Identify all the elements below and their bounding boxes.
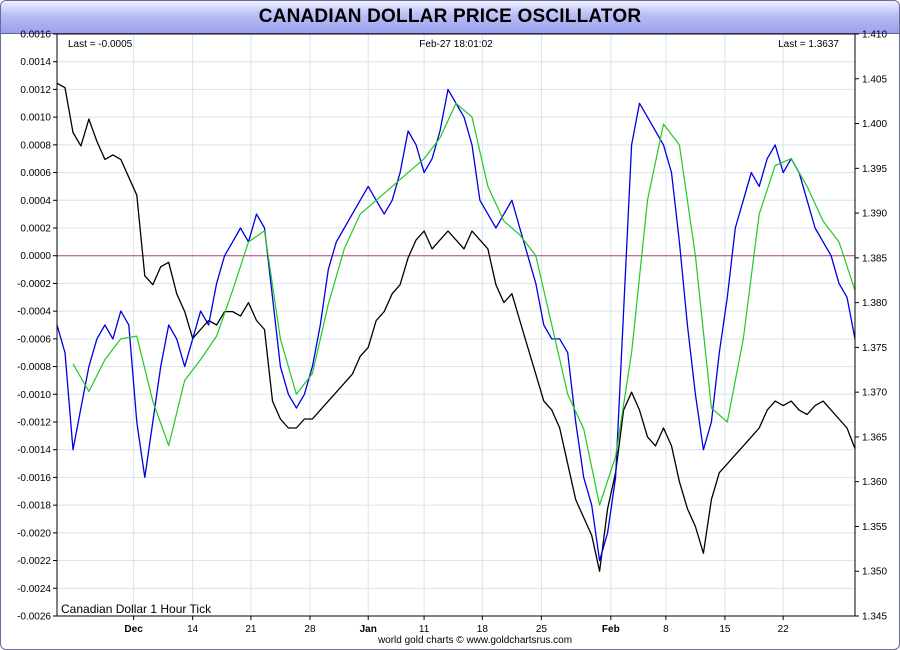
x-tick-label: 11	[419, 624, 430, 635]
right-tick-label: 1.345	[862, 612, 887, 623]
x-tick-label: 25	[536, 624, 548, 635]
right-tick-label: 1.380	[862, 298, 887, 309]
left-tick-label: 0.0016	[20, 30, 51, 41]
left-tick-label: 0.0010	[20, 113, 51, 124]
x-tick-label: 14	[187, 624, 199, 635]
right-axis: 1.410 1.405 1.400 1.395 1.390 1.385 1.380 1.375…	[855, 30, 887, 623]
right-tick-label: 1.385	[862, 253, 887, 264]
left-tick-label: -0.0020	[17, 528, 51, 539]
right-tick-label: 1.360	[862, 477, 887, 488]
right-tick-label: 1.355	[862, 522, 887, 533]
series-line-signal	[72, 102, 856, 506]
left-tick-label: -0.0006	[17, 334, 51, 345]
watermark-label: Canadian Dollar 1 Hour Tick	[61, 602, 212, 616]
x-tick-label: 15	[719, 624, 731, 635]
series-line-canadian-dollar	[56, 82, 856, 572]
x-tick-label: 28	[304, 624, 316, 635]
right-tick-label: 1.405	[862, 74, 887, 85]
chart-title: CANADIAN DOLLAR PRICE OSCILLATOR	[258, 6, 642, 27]
left-axis: 0.0016 0.0014 0.0012 0.0010 0.0008 0.0006 0.00…	[17, 30, 57, 623]
title-bar: CANADIAN DOLLAR PRICE OSCILLATOR	[1, 1, 899, 34]
x-tick-label: Dec	[124, 624, 143, 635]
right-tick-label: 1.350	[862, 567, 887, 578]
left-tick-label: 0.0004	[20, 196, 51, 207]
left-tick-label: 0.0008	[20, 140, 51, 151]
left-tick-label: 0.0000	[20, 251, 51, 262]
grid-layer	[57, 33, 855, 617]
series-layer	[56, 82, 856, 572]
left-tick-label: 0.0006	[20, 168, 51, 179]
x-tick-label: 8	[663, 624, 669, 635]
right-tick-label: 1.370	[862, 388, 887, 399]
timestamp-label: Feb-27 18:01:02	[419, 39, 493, 50]
left-tick-label: -0.0002	[17, 279, 51, 290]
left-tick-label: -0.0016	[17, 473, 51, 484]
series-line-oscillator	[56, 88, 856, 562]
x-tick-label: Feb	[602, 624, 620, 635]
left-tick-label: 0.0012	[20, 85, 51, 96]
last-right-label: Last = 1.3637	[778, 39, 839, 50]
plot-border	[56, 33, 856, 617]
left-tick-label: -0.0024	[17, 584, 51, 595]
x-tick-label: Jan	[360, 624, 377, 635]
right-tick-label: 1.395	[862, 164, 887, 175]
left-tick-label: -0.0014	[17, 445, 51, 456]
x-tick-label: 18	[477, 624, 489, 635]
left-tick-label: -0.0022	[17, 556, 51, 567]
right-tick-label: 1.375	[862, 343, 887, 354]
left-tick-label: -0.0008	[17, 362, 51, 373]
last-left-label: Last = -0.0005	[68, 39, 133, 50]
left-tick-label: -0.0012	[17, 418, 51, 429]
right-tick-label: 1.400	[862, 119, 887, 130]
left-tick-label: -0.0018	[17, 501, 51, 512]
left-tick-label: 0.0002	[20, 224, 51, 235]
right-tick-label: 1.365	[862, 432, 887, 443]
left-tick-label: -0.0010	[17, 390, 51, 401]
credit-label: world gold charts © www.goldchartsrus.co…	[377, 635, 572, 646]
right-tick-label: 1.390	[862, 209, 887, 220]
right-tick-label: 1.410	[862, 30, 887, 41]
left-tick-label: -0.0004	[17, 307, 51, 318]
left-tick-label: 0.0014	[20, 57, 51, 68]
x-tick-label: 21	[245, 624, 257, 635]
left-tick-label: -0.0026	[17, 612, 51, 623]
x-tick-label: 22	[778, 624, 790, 635]
x-axis: Dec 14 21 28 Jan 11 18 25 Feb 8 15 22	[124, 616, 789, 635]
